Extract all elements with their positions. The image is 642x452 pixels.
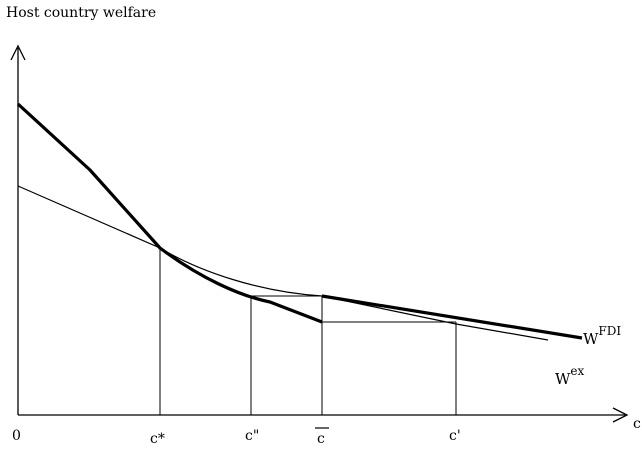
tick-c-bar: c bbox=[317, 431, 325, 447]
w-fdi-superscript: FDI bbox=[598, 324, 621, 338]
w-ex-label: Wex bbox=[555, 364, 585, 388]
w-ex-superscript: ex bbox=[570, 364, 584, 378]
tick-c-prime: c' bbox=[449, 428, 461, 444]
w-ex-base: W bbox=[555, 370, 571, 388]
origin-label: 0 bbox=[12, 428, 21, 444]
x-axis-arrow bbox=[612, 407, 629, 423]
x-axis-label: c bbox=[633, 416, 641, 432]
w-fdi-base: W bbox=[583, 330, 599, 348]
tick-c-double-prime: c" bbox=[245, 428, 259, 444]
w-fdi-segment-2 bbox=[321, 294, 583, 340]
y-axis-arrow bbox=[10, 44, 26, 61]
w-fdi-segment-1 bbox=[16, 102, 323, 324]
y-axis-label: Host country welfare bbox=[6, 5, 156, 21]
w-fdi-label: WFDI bbox=[583, 324, 621, 348]
tick-c-star: c* bbox=[150, 431, 165, 447]
w-ex-curve bbox=[17, 185, 549, 341]
